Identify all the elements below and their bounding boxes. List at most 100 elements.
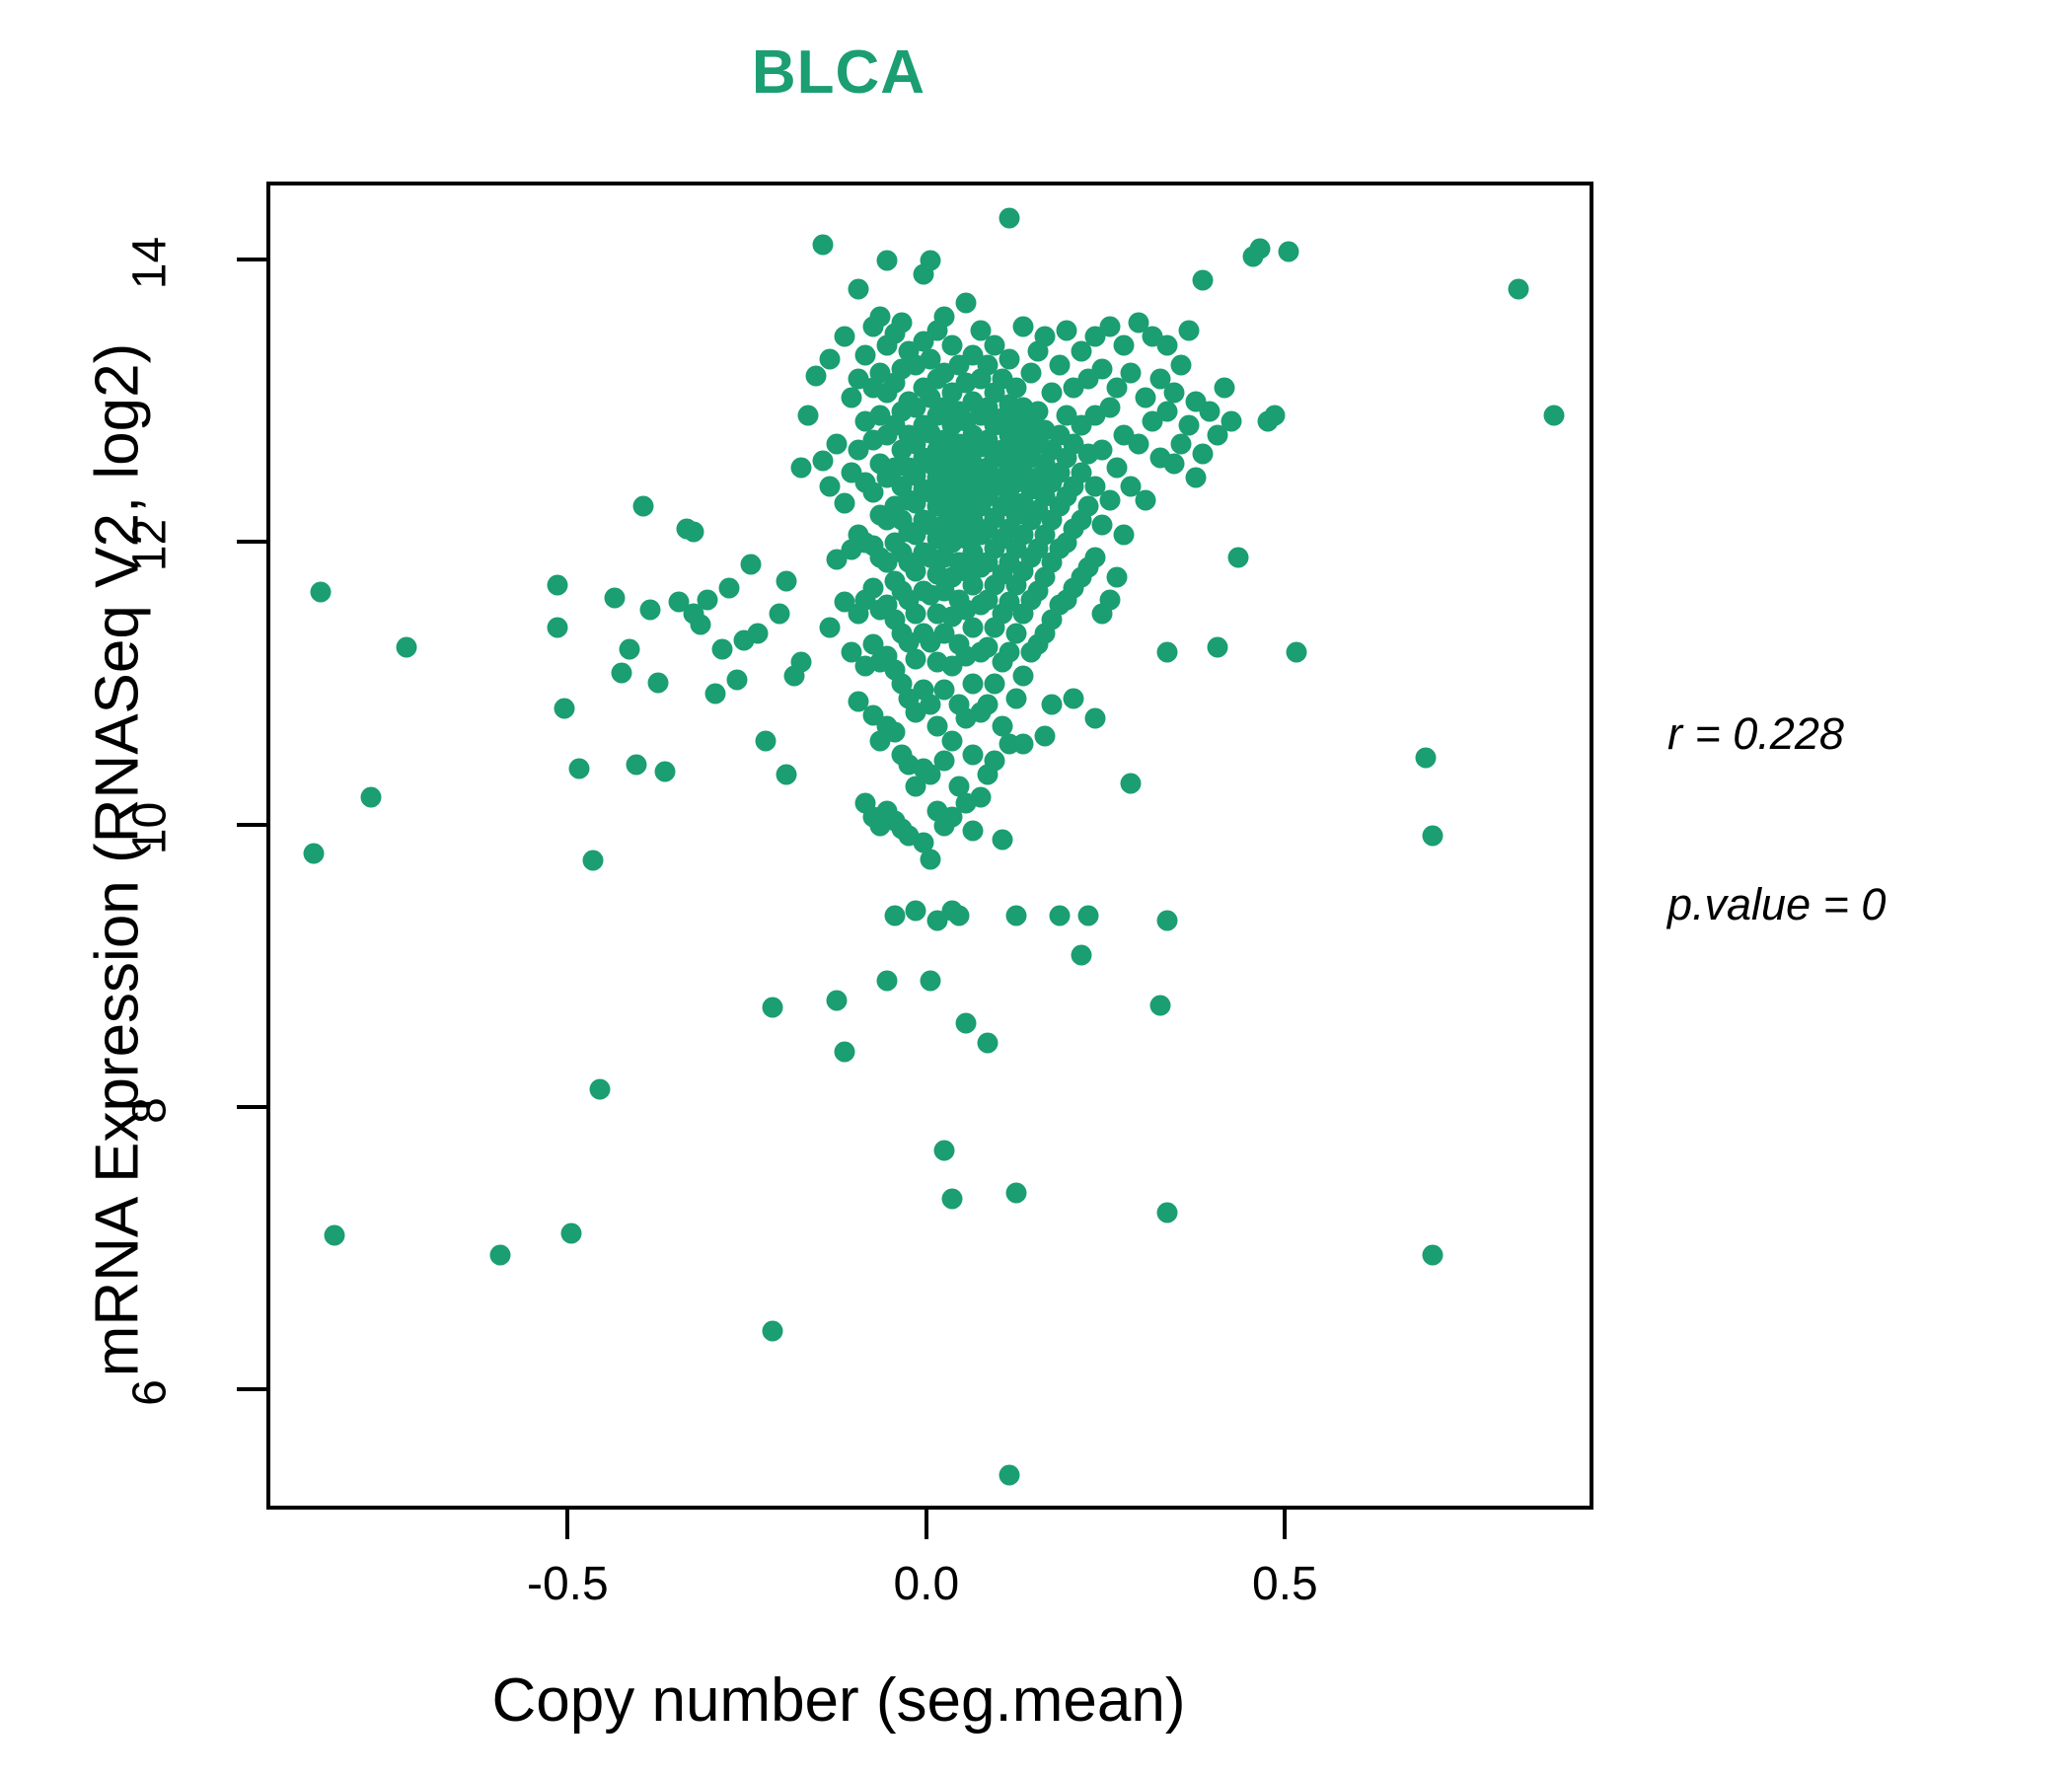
- scatter-point: [582, 850, 604, 871]
- scatter-point: [1422, 1244, 1443, 1266]
- scatter-point: [1049, 905, 1071, 926]
- scatter-point: [977, 1032, 999, 1054]
- scatter-point: [755, 730, 777, 752]
- scatter-point: [1170, 354, 1192, 376]
- scatter-point: [1099, 397, 1121, 418]
- scatter-point: [962, 673, 984, 695]
- scatter-point: [920, 694, 941, 714]
- scatter-point: [726, 669, 748, 691]
- scatter-point: [955, 1012, 977, 1034]
- scatter-point: [1099, 489, 1121, 511]
- scatter-point: [1249, 238, 1271, 259]
- scatter-point: [762, 997, 783, 1018]
- scatter-point: [1221, 410, 1242, 432]
- scatter-point: [690, 614, 711, 635]
- scatter-point: [632, 495, 654, 517]
- scatter-point: [1207, 636, 1228, 658]
- scatter-point: [876, 970, 898, 992]
- scatter-point: [547, 617, 568, 638]
- scatter-point: [776, 764, 797, 785]
- scatter-point: [718, 577, 740, 599]
- scatter-point: [920, 250, 941, 271]
- scatter-point: [1071, 462, 1092, 483]
- scatter-point: [776, 570, 797, 592]
- scatter-point: [812, 234, 834, 256]
- scatter-point: [1185, 467, 1207, 488]
- scatter-point: [1084, 476, 1106, 497]
- scatter-point: [905, 648, 926, 670]
- scatter-point: [1056, 320, 1077, 341]
- scatter-point: [819, 348, 841, 370]
- scatter-point: [1286, 641, 1307, 663]
- scatter-point: [948, 776, 970, 797]
- scatter-point: [1005, 905, 1027, 926]
- scatter-point: [926, 715, 948, 737]
- scatter-point: [1135, 387, 1156, 408]
- y-axis-tick: [237, 257, 266, 261]
- scatter-point: [905, 603, 926, 625]
- scatter-point: [647, 672, 669, 694]
- scatter-point: [819, 476, 841, 497]
- scatter-point: [711, 638, 733, 660]
- scatter-point: [360, 786, 382, 808]
- scatter-point: [984, 673, 1005, 695]
- scatter-point: [604, 587, 626, 609]
- y-axis-tick: [237, 1104, 266, 1109]
- scatter-point: [790, 651, 812, 673]
- scatter-point: [1163, 382, 1185, 404]
- scatter-point: [1005, 623, 1027, 644]
- scatter-point: [848, 278, 869, 300]
- scatter-point: [1041, 382, 1063, 404]
- scatter-point: [1278, 241, 1299, 262]
- scatter-point: [697, 589, 718, 611]
- scatter-point: [1170, 433, 1192, 455]
- scatter-point: [819, 617, 841, 638]
- scatter-point: [1071, 944, 1092, 966]
- scatter-point: [1135, 489, 1156, 511]
- scatter-point: [1199, 401, 1221, 422]
- scatter-point: [1091, 439, 1113, 461]
- scatter-point: [1012, 316, 1034, 337]
- scatter-point: [920, 764, 941, 785]
- scatter-point: [1084, 707, 1106, 729]
- x-axis-tick-label: -0.5: [526, 1558, 609, 1610]
- scatter-point: [941, 730, 963, 752]
- scatter-point: [1034, 326, 1056, 347]
- scatter-point: [826, 433, 848, 455]
- scatter-point: [1120, 773, 1142, 794]
- scatter-point: [999, 641, 1020, 663]
- scatter-point: [1207, 424, 1228, 446]
- scatter-point: [303, 843, 325, 864]
- scatter-point: [611, 662, 632, 684]
- x-axis-tick-label: 0.5: [1252, 1558, 1318, 1610]
- scatter-point: [834, 326, 855, 347]
- scatter-point: [862, 577, 884, 599]
- scatter-point: [834, 1041, 855, 1063]
- scatter-point: [841, 641, 862, 663]
- scatter-point: [1415, 747, 1436, 769]
- scatter-point: [1005, 1182, 1027, 1204]
- scatter-point: [812, 450, 834, 472]
- scatter-point: [1214, 377, 1235, 399]
- scatter-point: [1156, 1202, 1178, 1223]
- scatter-point: [962, 574, 984, 596]
- y-axis-tick: [237, 540, 266, 545]
- scatter-point: [747, 623, 769, 644]
- scatter-point: [797, 405, 819, 426]
- scatter-point: [1227, 547, 1249, 568]
- statistics-annotation: r = 0.228 p.value = 0: [1667, 592, 1886, 1047]
- scatter-point: [1156, 334, 1178, 356]
- scatter-point: [1099, 589, 1121, 611]
- scatter-point: [962, 820, 984, 842]
- scatter-point: [805, 365, 827, 387]
- scatter-point: [913, 832, 934, 853]
- scatter-point: [626, 754, 647, 776]
- pvalue-value: p.value = 0: [1667, 878, 1887, 929]
- scatter-point: [977, 694, 999, 714]
- scatter-point: [834, 492, 855, 514]
- scatter-point: [884, 721, 905, 743]
- scatter-point: [1091, 358, 1113, 380]
- x-axis-tick: [924, 1510, 928, 1539]
- scatter-point: [941, 1188, 963, 1210]
- scatter-point: [977, 636, 999, 658]
